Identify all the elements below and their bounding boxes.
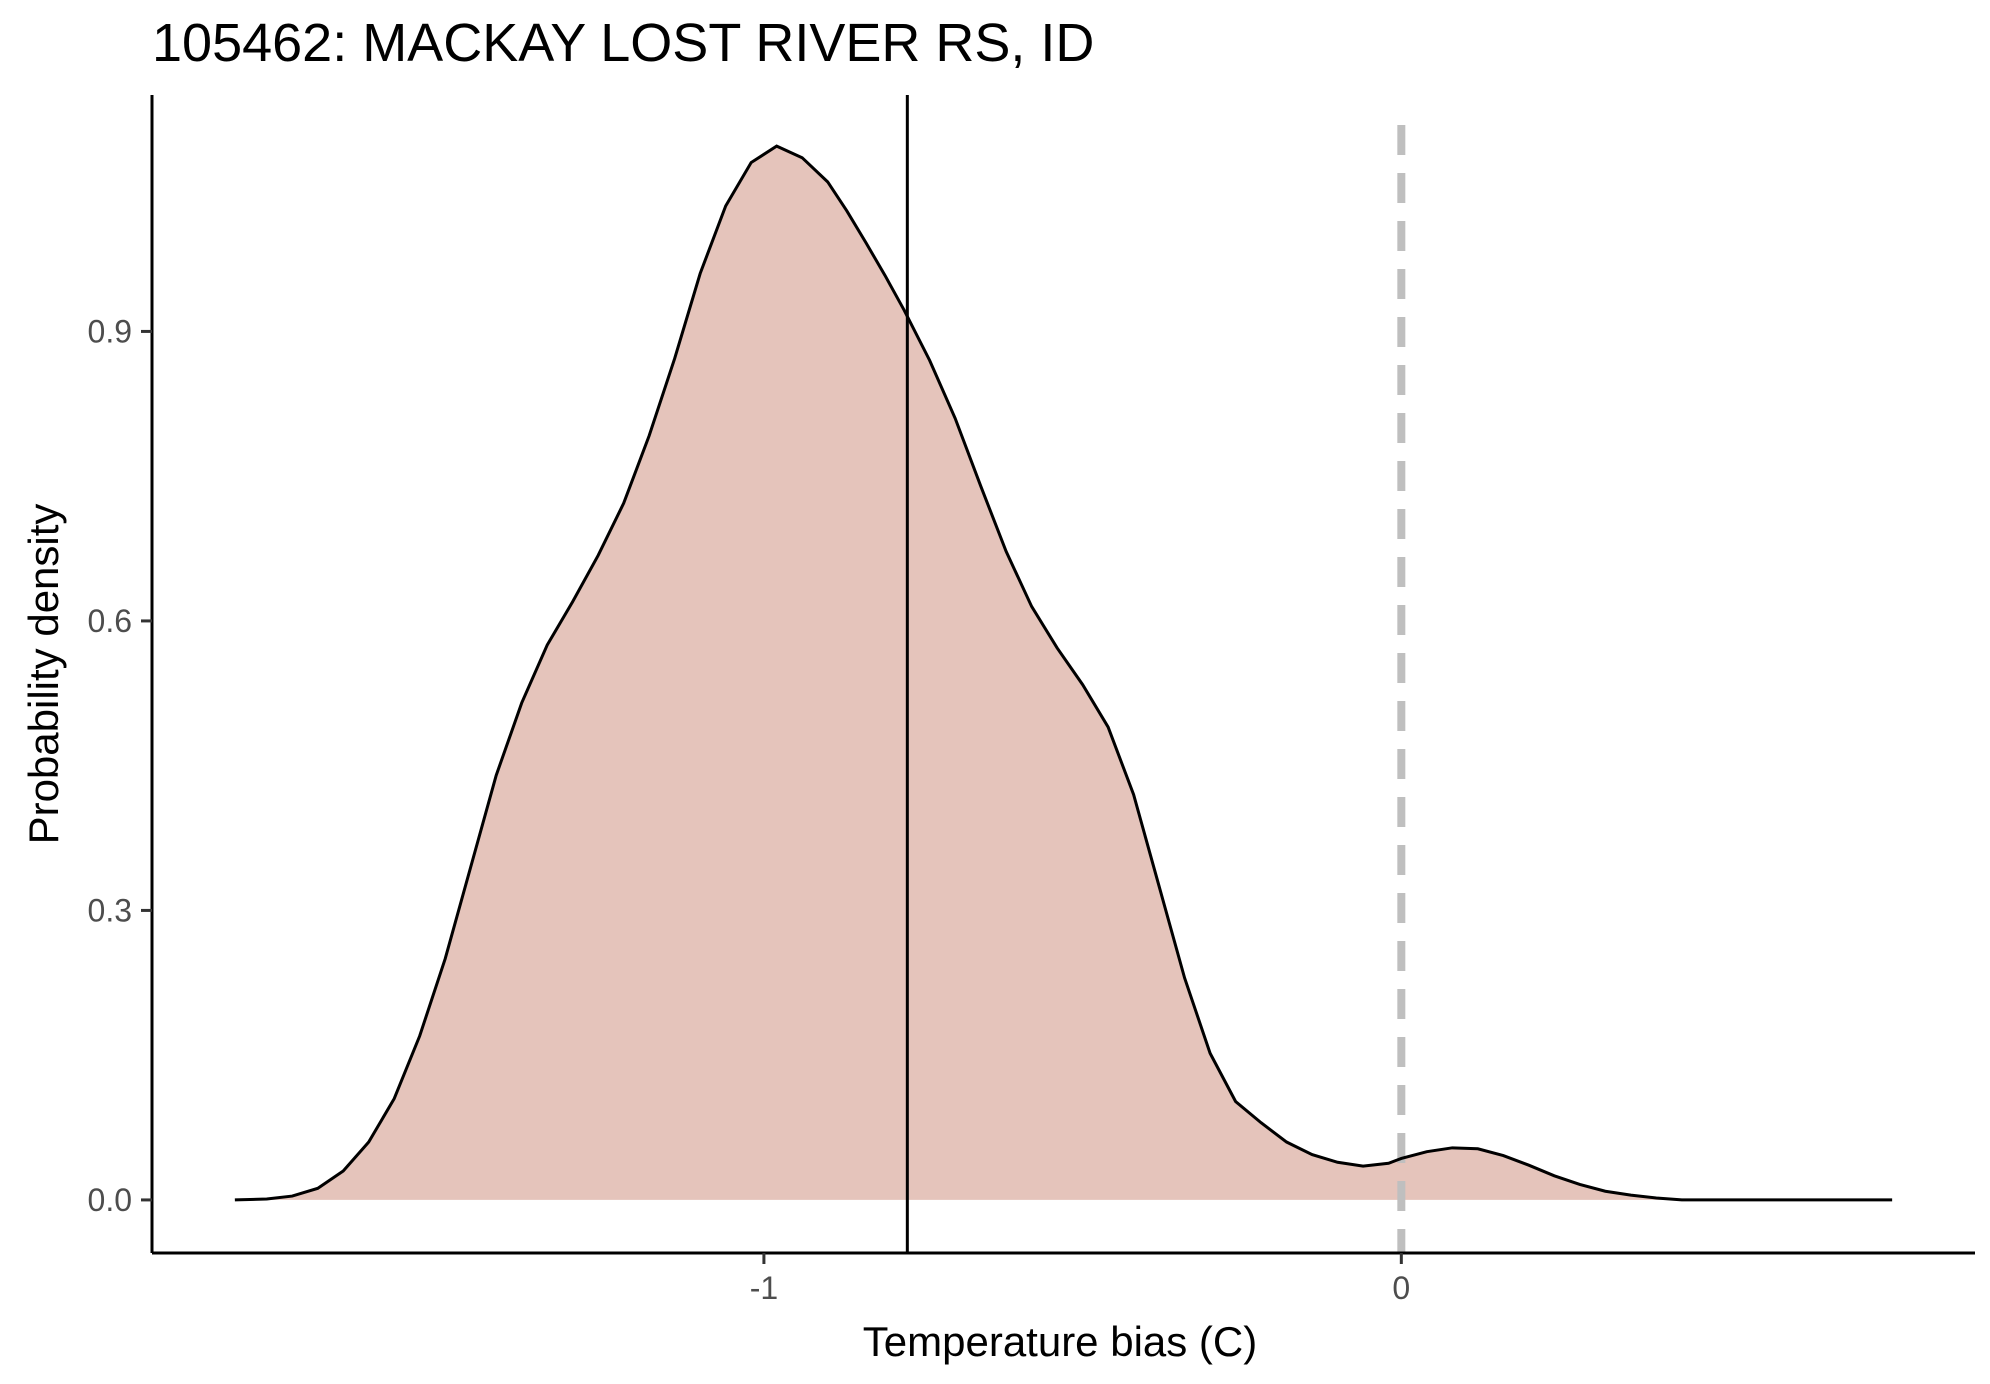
density-curve-line xyxy=(234,144,1893,1202)
y-tick-label: 0.9 xyxy=(88,313,132,349)
y-tick-label: 0.3 xyxy=(88,892,132,928)
y-axis-title: Probability density xyxy=(20,504,67,845)
chart-title: 105462: MACKAY LOST RIVER RS, ID xyxy=(152,13,1094,73)
x-tick-label: 0 xyxy=(1392,1270,1410,1306)
plot-area xyxy=(234,95,1893,1253)
y-tick-label: 0.6 xyxy=(88,603,132,639)
x-axis-ticks: -1 0 xyxy=(750,1253,1410,1306)
x-axis-title: Temperature bias (C) xyxy=(863,1318,1257,1365)
x-tick-label: -1 xyxy=(750,1270,778,1306)
y-axis-ticks: 0.0 0.3 0.6 0.9 xyxy=(88,313,152,1218)
y-tick-label: 0.0 xyxy=(88,1182,132,1218)
density-fill-area xyxy=(234,146,1893,1200)
